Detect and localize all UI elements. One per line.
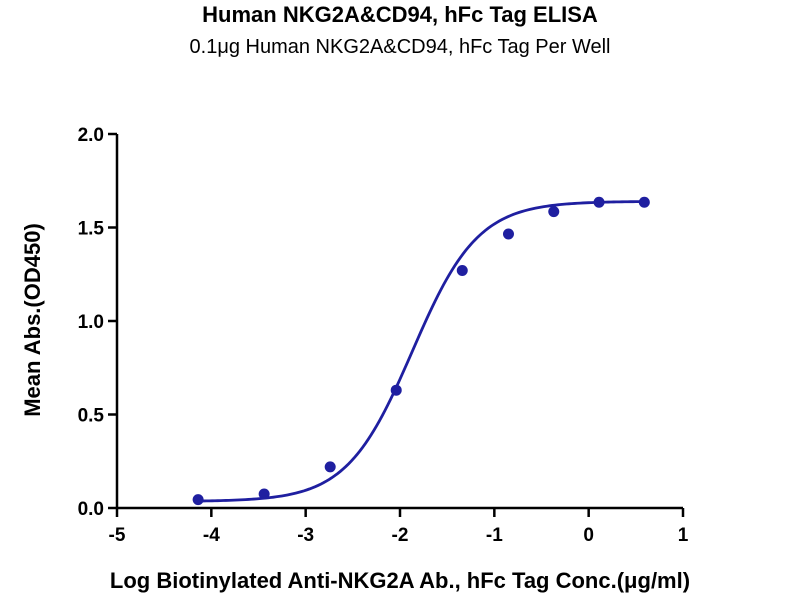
x-tick-label: 1 xyxy=(678,525,689,546)
data-point xyxy=(390,384,402,396)
x-tick-label: -5 xyxy=(109,525,126,546)
fit-curve-group xyxy=(198,200,645,503)
x-axis-title: Log Biotinylated Anti-NKG2A Ab., hFc Tag… xyxy=(110,568,690,593)
x-tick-label: -2 xyxy=(392,525,409,546)
axes: -5 -4 -3 -2 -1 0 1 0.0 0.5 1.0 1.5 2.0 xyxy=(78,125,689,546)
data-point xyxy=(258,488,270,500)
y-axis-title: Mean Abs.(OD450) xyxy=(20,223,45,417)
chart-subtitle: 0.1μg Human NKG2A&CD94, hFc Tag Per Well xyxy=(189,36,611,58)
data-point xyxy=(593,196,605,208)
x-tick-label: -1 xyxy=(486,525,503,546)
x-tick-label: -4 xyxy=(203,525,220,546)
data-point xyxy=(192,494,204,506)
data-point xyxy=(548,206,560,218)
data-point xyxy=(456,265,468,277)
data-points xyxy=(192,196,650,506)
chart-title: Human NKG2A&CD94, hFc Tag ELISA xyxy=(202,2,598,27)
data-point xyxy=(502,228,514,240)
y-tick-label: 1.5 xyxy=(78,219,105,240)
y-tick-label: 1.0 xyxy=(78,312,104,333)
y-tick-label: 0.0 xyxy=(78,499,104,520)
fit-curve xyxy=(198,200,645,503)
y-tick-label: 0.5 xyxy=(78,406,105,427)
x-tick-label: 0 xyxy=(583,525,594,546)
data-point xyxy=(638,196,650,208)
y-tick-label: 2.0 xyxy=(78,125,104,146)
x-tick-label: -3 xyxy=(297,525,314,546)
data-point xyxy=(324,461,336,473)
